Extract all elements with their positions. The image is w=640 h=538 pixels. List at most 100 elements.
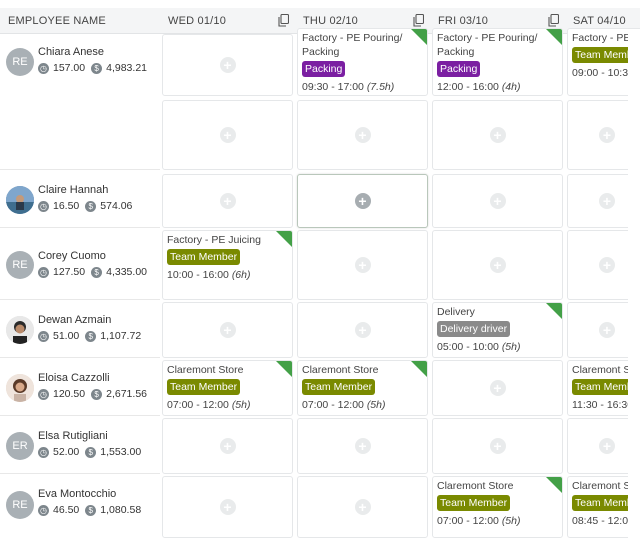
employee-row-eloisa[interactable]: Eloisa Cazzolli ◷ 120.50 $2,671.56: [0, 360, 160, 416]
empty-cell[interactable]: +: [162, 476, 293, 538]
shift-card[interactable]: Claremont Store Team Member 07:00 - 12:0…: [432, 476, 563, 538]
avatar-photo: [6, 374, 34, 402]
add-shift-icon[interactable]: +: [219, 193, 236, 209]
shift-card[interactable]: Claremont S Team Memb 08:45 - 12:00: [567, 476, 640, 538]
avatar-photo: [6, 186, 34, 214]
employee-row-eva[interactable]: RE Eva Montocchio ◷ 46.50 $1,080.58: [0, 476, 160, 538]
employee-name: Claire Hannah: [38, 184, 109, 196]
employee-name: Chiara Anese: [38, 46, 105, 58]
empty-cell[interactable]: +: [162, 302, 293, 358]
role-badge: Packing: [302, 61, 346, 77]
empty-cell[interactable]: +: [162, 100, 293, 170]
empty-cell[interactable]: +: [432, 418, 563, 474]
employee-name: Corey Cuomo: [38, 250, 106, 262]
day-header-wed[interactable]: WED 01/10: [160, 8, 295, 34]
add-shift-icon[interactable]: +: [219, 438, 236, 454]
shift-card[interactable]: Factory - PE P Team Memb 09:00 - 10:30: [567, 28, 640, 96]
empty-cell[interactable]: +: [432, 100, 563, 170]
copy-icon[interactable]: [413, 14, 424, 27]
empty-cell[interactable]: +: [297, 230, 428, 300]
add-shift-icon[interactable]: +: [219, 499, 236, 515]
clock-icon: ◷: [38, 266, 49, 278]
role-badge: Team Member: [302, 379, 376, 395]
empty-cell[interactable]: +: [432, 230, 563, 300]
add-shift-icon[interactable]: +: [489, 438, 506, 454]
employee-row-corey[interactable]: RE Corey Cuomo ◷ 127.50 $4,335.00: [0, 230, 160, 300]
clock-icon: ◷: [38, 200, 49, 212]
shift-card[interactable]: Claremont Store Team Member 07:00 - 12:0…: [297, 360, 428, 416]
clock-icon: ◷: [38, 388, 49, 400]
add-shift-icon[interactable]: +: [489, 257, 506, 273]
employee-row-chiara[interactable]: RE Chiara Anese ◷ 157.00 $4,983.21: [0, 34, 160, 170]
employee-name: Eloisa Cazzolli: [38, 372, 110, 384]
status-corner: [411, 29, 427, 45]
employee-row-claire[interactable]: Claire Hannah ◷ 16.50 $574.06: [0, 172, 160, 228]
add-shift-icon[interactable]: +: [599, 257, 615, 273]
employee-stats: ◷ 16.50 $574.06: [38, 200, 133, 212]
add-shift-icon[interactable]: +: [354, 193, 371, 209]
shift-card[interactable]: Claremont Store Team Member 07:00 - 12:0…: [162, 360, 293, 416]
dollar-icon: $: [85, 330, 97, 342]
dollar-icon: $: [91, 266, 103, 278]
copy-icon[interactable]: [548, 14, 559, 27]
avatar: [6, 186, 34, 214]
empty-cell[interactable]: +: [162, 34, 293, 96]
empty-cell[interactable]: +: [432, 174, 563, 228]
status-corner: [546, 477, 562, 493]
add-shift-icon[interactable]: +: [219, 322, 236, 338]
employee-row-dewan[interactable]: Dewan Azmain ◷ 51.00 $1,107.72: [0, 302, 160, 358]
role-badge: Delivery driver: [437, 321, 511, 337]
add-shift-icon[interactable]: +: [354, 127, 371, 143]
employee-name: Dewan Azmain: [38, 314, 112, 326]
grid-right-edge: [628, 34, 640, 538]
add-shift-icon[interactable]: +: [354, 257, 371, 273]
add-shift-icon[interactable]: +: [354, 322, 371, 338]
add-shift-icon[interactable]: +: [599, 127, 615, 143]
add-shift-icon[interactable]: +: [219, 127, 236, 143]
empty-cell[interactable]: +: [567, 418, 640, 474]
employee-row-elsa[interactable]: ER Elsa Rutigliani ◷ 52.00 $1,553.00: [0, 418, 160, 474]
empty-cell[interactable]: +: [297, 100, 428, 170]
add-shift-icon[interactable]: +: [354, 438, 371, 454]
add-shift-icon[interactable]: +: [599, 322, 615, 338]
empty-cell[interactable]: +: [162, 418, 293, 474]
empty-cell[interactable]: +: [567, 302, 640, 358]
empty-cell[interactable]: +: [567, 100, 640, 170]
employee-name-header: EMPLOYEE NAME: [0, 8, 160, 34]
empty-cell[interactable]: +: [432, 360, 563, 416]
empty-cell[interactable]: +: [162, 174, 293, 228]
add-shift-icon[interactable]: +: [489, 127, 506, 143]
empty-cell[interactable]: +: [297, 418, 428, 474]
status-corner: [276, 361, 292, 377]
add-shift-icon[interactable]: +: [599, 193, 615, 209]
avatar-photo: [6, 316, 34, 344]
role-badge: Team Memb: [572, 47, 636, 63]
add-shift-icon[interactable]: +: [354, 499, 371, 515]
empty-cell[interactable]: +: [297, 302, 428, 358]
shift-card[interactable]: Factory - PE Pouring/ Packing Packing 12…: [432, 28, 563, 96]
add-shift-icon[interactable]: +: [489, 193, 506, 209]
add-shift-icon[interactable]: +: [219, 57, 236, 73]
add-shift-icon[interactable]: +: [489, 380, 506, 396]
shift-card[interactable]: Delivery Delivery driver 05:00 - 10:00 (…: [432, 302, 563, 358]
avatar: RE: [6, 491, 34, 519]
shift-card[interactable]: Factory - PE Pouring/ Packing Packing 09…: [297, 28, 428, 96]
status-corner: [411, 361, 427, 377]
dollar-icon: $: [91, 388, 103, 400]
copy-icon[interactable]: [278, 14, 289, 27]
status-corner: [546, 303, 562, 319]
clock-icon: ◷: [38, 62, 49, 74]
add-shift-icon[interactable]: +: [599, 438, 615, 454]
employee-stats: ◷ 52.00 $1,553.00: [38, 446, 142, 458]
empty-cell-selected[interactable]: +: [297, 174, 428, 228]
empty-cell[interactable]: +: [297, 476, 428, 538]
empty-cell[interactable]: +: [567, 174, 640, 228]
avatar: RE: [6, 251, 34, 279]
employee-stats: ◷ 127.50 $4,335.00: [38, 266, 147, 278]
shift-card[interactable]: Factory - PE Juicing Team Member 10:00 -…: [162, 230, 293, 300]
employee-stats: ◷ 120.50 $2,671.56: [38, 388, 147, 400]
avatar: [6, 316, 34, 344]
empty-cell[interactable]: +: [567, 230, 640, 300]
shift-card[interactable]: Claremont S Team Memb 11:30 - 16:30: [567, 360, 640, 416]
